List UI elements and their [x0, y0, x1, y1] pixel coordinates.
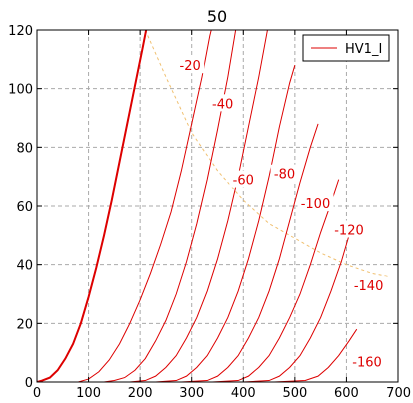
- x-tick-label: 400: [231, 386, 256, 401]
- series-line-7: [243, 235, 350, 382]
- legend[interactable]: HV1_I: [302, 34, 390, 62]
- curve-label-7: -160: [349, 352, 386, 370]
- series-line-4: [155, 65, 296, 382]
- curve-label-text: -120: [334, 223, 364, 238]
- y-tick-label: 0: [25, 376, 33, 391]
- curve-label-text: -20: [180, 59, 201, 74]
- curve-label-bg: [297, 194, 334, 212]
- x-tick-label: 300: [179, 386, 204, 401]
- curve-label-3: -80: [270, 164, 299, 183]
- x-tick-label: 600: [334, 386, 359, 401]
- y-tick-label: 80: [16, 141, 33, 156]
- curve-label-0: -20: [176, 56, 205, 74]
- curve-label-bg: [270, 164, 299, 182]
- series-line-3: [129, 30, 268, 382]
- axis-ticks: 0 100 200 300 400 500 600 700 0 20 40 60 80 100 120: [8, 24, 411, 401]
- series-group: [37, 30, 358, 382]
- x-tick-label: 700: [386, 386, 411, 401]
- curve-label-bg: [229, 170, 258, 188]
- legend-label: HV1_I: [345, 42, 382, 57]
- curve-label-text: -100: [301, 197, 331, 212]
- curve-label-bg: [350, 276, 387, 294]
- y-tick-label: 60: [16, 200, 33, 215]
- load-line-path: [144, 30, 388, 277]
- curve-label-bg: [331, 220, 368, 238]
- chart-title: 50: [207, 7, 227, 26]
- x-tick-label: 200: [128, 386, 153, 401]
- series-line-1: [78, 30, 212, 382]
- curve-label-bg: [349, 352, 386, 370]
- series-line-2: [103, 30, 237, 382]
- series-line-5: [181, 123, 319, 382]
- y-tick-label: 100: [8, 83, 33, 98]
- grid: [37, 30, 398, 382]
- curve-label-text: -140: [354, 279, 384, 294]
- curve-labels: -20 -40 -60 -80 -100-120 -140 -160: [176, 56, 387, 370]
- curve-label-4: -100: [297, 194, 334, 212]
- y-tick-label: 40: [16, 259, 33, 274]
- series-line-0: [37, 30, 148, 382]
- y-tick-label: 20: [16, 317, 33, 332]
- series-line-8: [274, 328, 358, 382]
- load-line: [144, 30, 388, 277]
- curve-label-2: -60: [229, 170, 258, 189]
- curve-label-1: -40: [208, 94, 237, 112]
- curve-label-text: -60: [233, 174, 254, 189]
- curve-label-bg: [208, 94, 237, 112]
- curve-label-5: -120: [331, 220, 368, 238]
- x-tick-label: 500: [282, 386, 307, 401]
- curve-label-text: -40: [212, 97, 233, 112]
- x-tick-label: 100: [76, 386, 101, 401]
- y-tick-label: 120: [8, 24, 33, 39]
- curve-label-6: -140: [350, 276, 387, 294]
- curve-label-text: -80: [274, 168, 295, 183]
- plot-background: [37, 30, 398, 382]
- series-line-6: [212, 179, 340, 382]
- x-tick-label: 0: [33, 386, 41, 401]
- curve-label-bg: [176, 56, 205, 74]
- curve-label-text: -160: [352, 355, 382, 370]
